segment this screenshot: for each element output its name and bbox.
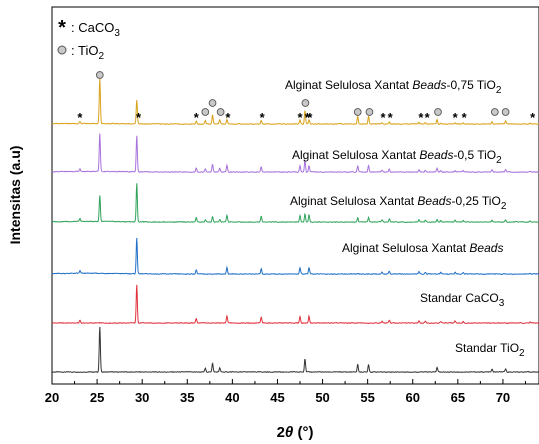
tio2-circle-marker [490, 108, 499, 116]
series-label-subscript: 3 [499, 298, 505, 309]
series-label-part: Alginat Selulosa Xantat [285, 78, 412, 92]
series-label-italic: Beads [419, 148, 453, 162]
series-label-part: Standar TiO [455, 341, 519, 355]
x-tick-label: 30 [135, 390, 149, 405]
caco3-star-marker: * [388, 110, 394, 125]
series-label: Alginat Selulosa Xantat Beads-0,75 TiO2 [285, 78, 502, 96]
caco3-star-marker: * [77, 110, 83, 125]
x-tick-label: 40 [225, 390, 239, 405]
series-label-subscript: 2 [496, 155, 502, 166]
caco3-star-marker: * [136, 110, 142, 125]
x-axis-label: 2θ (°) [277, 424, 314, 441]
tio2-circle-marker [301, 99, 310, 107]
caco3-star-marker: * [194, 110, 200, 125]
peak-annotations: * * * * * * ** * * * * * * * [77, 71, 536, 125]
caco3-star-marker: * [462, 110, 468, 125]
x-tick-label: 50 [315, 390, 329, 405]
x-tick-label: 35 [180, 390, 194, 405]
y-axis-label: Intensitas (a.u) [7, 146, 23, 245]
x-tick-label: 20 [45, 390, 59, 405]
series-line [51, 326, 539, 374]
legend-label: : TiO2 [71, 43, 104, 62]
caco3-star-marker: * [225, 110, 231, 125]
legend: * : CaCO3 : TiO2 [57, 17, 120, 62]
caco3-star-marker: * [380, 110, 386, 125]
tio2-circle-marker [353, 108, 362, 116]
caco3-star-marker: * [260, 110, 266, 125]
caco3-star-marker: * [297, 110, 303, 125]
x-axis-ticks: 20 25 30 35 40 45 50 55 60 65 70 [45, 379, 526, 405]
series-label-subscript: 2 [501, 201, 507, 212]
series-label-italic: Beads [469, 241, 503, 255]
series-label-part: -0,25 TiO [451, 194, 500, 208]
x-tick-label: 70 [496, 390, 510, 405]
legend-label-subscript: 2 [98, 51, 104, 62]
series-label-subscript: 2 [519, 348, 525, 359]
tio2-circle-marker [216, 108, 225, 116]
caco3-star-marker: * [425, 110, 431, 125]
legend-label-main: : TiO [71, 43, 98, 58]
caco3-star-marker: * [305, 110, 311, 125]
series-label-part: Alginat Selulosa Xantat [290, 194, 417, 208]
tio2-circle-marker [434, 108, 442, 116]
series-label-part: -0,75 TiO [446, 78, 495, 92]
series-label-part: Alginat Selulosa Xantat [342, 241, 469, 255]
caco3-star-marker: * [453, 110, 459, 125]
series-label-subscript: 2 [496, 85, 502, 96]
series-line [51, 183, 539, 223]
x-axis-label-main: 2 [277, 424, 285, 441]
tio2-circle-marker [95, 71, 104, 79]
caco3-star-marker: * [530, 110, 536, 125]
series-label-italic: Beads [417, 194, 451, 208]
x-axis-label-unit: (°) [293, 424, 313, 441]
x-tick-label: 45 [270, 390, 284, 405]
x-tick-label: 55 [360, 390, 374, 405]
x-tick-label: 65 [451, 390, 465, 405]
series-label: Alginat Selulosa Xantat Beads-0,5 TiO2 [292, 148, 502, 166]
series-line [51, 284, 539, 325]
x-axis-label-theta: θ [285, 424, 294, 441]
legend-circle-icon [57, 45, 67, 55]
caco3-star-marker: * [307, 110, 313, 125]
series-line [51, 237, 539, 276]
tio2-circle-marker [365, 108, 374, 116]
series-label-part: Standar CaCO [420, 291, 499, 305]
legend-label: : CaCO3 [71, 20, 120, 39]
series-line [51, 133, 539, 173]
series-label-part: Alginat Selulosa Xantat [292, 148, 419, 162]
series-label: Standar CaCO3 [420, 291, 505, 309]
series-label-part: -0,5 TiO [453, 148, 496, 162]
tio2-circle-marker [201, 108, 210, 116]
series-label: Standar TiO2 [455, 341, 525, 359]
legend-label-main: : CaCO [71, 20, 114, 35]
x-tick-label: 25 [90, 390, 104, 405]
series-layer [51, 78, 539, 374]
plot-frame [51, 6, 539, 385]
series-label: Alginat Selulosa Xantat Beads-0,25 TiO2 [290, 194, 507, 212]
tio2-circle-marker [501, 108, 510, 116]
caco3-star-marker: * [418, 110, 424, 125]
legend-label-subscript: 3 [114, 28, 120, 39]
tio2-circle-marker [208, 99, 217, 107]
series-label-italic: Beads [412, 78, 446, 92]
series-line [51, 78, 539, 125]
legend-star-icon: * [58, 17, 66, 39]
series-label: Alginat Selulosa Xantat Beads [342, 241, 503, 255]
x-tick-label: 60 [406, 390, 420, 405]
